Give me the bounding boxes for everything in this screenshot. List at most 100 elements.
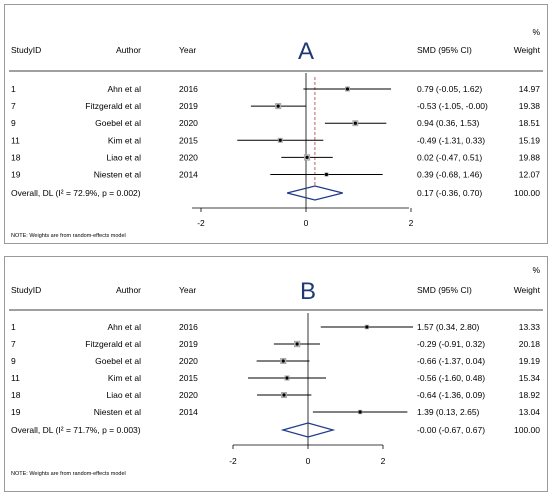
x-tick-label: -2 (197, 218, 205, 228)
overall-weight: 100.00 (514, 188, 540, 198)
forest-plot-a-svg: % StudyID Author Year SMD (95% CI) Weight A 1 Ah… (9, 27, 543, 239)
study-id: 7 (11, 101, 16, 111)
panel-letter: B (300, 278, 316, 305)
study-weight: 12.07 (519, 170, 541, 180)
study-ci-text: -0.49 (-1.31, 0.33) (417, 135, 485, 145)
panel-letter: A (298, 38, 314, 65)
study-ci-text: -0.64 (-1.36, 0.09) (417, 390, 485, 400)
x-tick-label: 2 (381, 456, 386, 466)
study-year: 2019 (179, 101, 198, 111)
smd-ci-header: SMD (95% CI) (417, 285, 472, 295)
study-ci-text: 1.57 (0.34, 2.80) (417, 322, 480, 332)
study-weight: 19.38 (519, 101, 541, 111)
forest-plot-b-svg: % StudyID Author Year SMD (95% CI) Weight B 1 Ah… (9, 265, 543, 477)
study-id-header: StudyID (11, 285, 41, 295)
overall-diamond (286, 185, 343, 201)
study-ci-text: 1.39 (0.13, 2.65) (417, 407, 480, 417)
point-estimate (276, 104, 280, 108)
study-weight: 13.33 (519, 322, 541, 332)
overall-label: Overall, DL (I² = 71.7%, p = 0.003) (11, 425, 141, 435)
smd-ci-header: SMD (95% CI) (417, 45, 472, 55)
study-year: 2020 (179, 390, 198, 400)
study-ci-text: -0.29 (-0.91, 0.32) (417, 339, 485, 349)
x-tick-label: -2 (229, 456, 237, 466)
point-estimate (365, 325, 369, 329)
study-ci-text: 0.39 (-0.68, 1.46) (417, 170, 482, 180)
study-author: Goebel et al (95, 118, 141, 128)
study-author: Kim et al (108, 135, 141, 145)
study-author: Goebel et al (95, 356, 141, 366)
study-id: 1 (11, 322, 16, 332)
forest-plot-b: % StudyID Author Year SMD (95% CI) Weight B 1 Ah… (4, 256, 548, 492)
point-estimate (305, 155, 309, 159)
study-id: 18 (11, 152, 21, 162)
study-author: Niesten et al (94, 407, 141, 417)
study-year: 2020 (179, 152, 198, 162)
overall-label: Overall, DL (I² = 72.9%, p = 0.002) (11, 188, 141, 198)
overall-ci-text: 0.17 (-0.36, 0.70) (417, 188, 482, 198)
study-author: Ahn et al (107, 84, 141, 94)
point-estimate (282, 393, 286, 397)
study-ci-text: -0.56 (-1.60, 0.48) (417, 373, 485, 383)
author-header: Author (116, 45, 141, 55)
study-id: 11 (11, 373, 20, 383)
point-estimate (353, 121, 357, 125)
study-weight: 19.88 (519, 152, 541, 162)
study-weight: 20.18 (519, 339, 541, 349)
point-estimate (358, 410, 362, 414)
study-author: Liao et al (107, 390, 142, 400)
study-ci-text: 0.79 (-0.05, 1.62) (417, 84, 482, 94)
study-year: 2016 (179, 84, 198, 94)
study-year: 2019 (179, 339, 198, 349)
year-header: Year (179, 285, 196, 295)
study-id: 19 (11, 170, 21, 180)
study-weight: 13.04 (519, 407, 541, 417)
weights-note: NOTE: Weights are from random-effects mo… (11, 471, 126, 477)
study-year: 2016 (179, 322, 198, 332)
study-year: 2015 (179, 373, 198, 383)
forest-plot-a: % StudyID Author Year SMD (95% CI) Weight A 1 Ah… (4, 4, 548, 244)
study-author: Niesten et al (94, 170, 141, 180)
study-id: 11 (11, 135, 20, 145)
weight-percent-header: % (532, 27, 540, 37)
study-author: Kim et al (108, 373, 141, 383)
point-estimate (324, 172, 329, 177)
study-id: 7 (11, 339, 16, 349)
weight-header: Weight (514, 45, 541, 55)
overall-weight: 100.00 (514, 425, 540, 435)
study-author: Fitzgerald et al (85, 101, 141, 111)
study-weight: 14.97 (519, 84, 541, 94)
weight-header: Weight (514, 285, 541, 295)
x-tick-label: 2 (409, 218, 414, 228)
study-author: Ahn et al (107, 322, 141, 332)
author-header: Author (116, 285, 141, 295)
x-tick-label: 0 (304, 218, 309, 228)
study-id: 9 (11, 356, 16, 366)
study-ci-text: 0.94 (0.36, 1.53) (417, 118, 480, 128)
study-year: 2020 (179, 118, 198, 128)
study-ci-text: -0.53 (-1.05, -0.00) (417, 101, 488, 111)
weights-note: NOTE: Weights are from random-effects mo… (11, 233, 126, 239)
x-tick-label: 0 (306, 456, 311, 466)
study-id: 1 (11, 84, 16, 94)
study-id: 19 (11, 407, 21, 417)
study-id: 18 (11, 390, 21, 400)
study-year: 2020 (179, 356, 198, 366)
year-header: Year (179, 45, 196, 55)
study-weight: 19.19 (519, 356, 541, 366)
point-estimate (345, 87, 350, 91)
study-year: 2014 (179, 170, 198, 180)
overall-diamond (280, 422, 336, 438)
study-author: Liao et al (107, 152, 142, 162)
study-weight: 15.19 (519, 135, 541, 145)
study-weight: 18.51 (519, 118, 541, 128)
study-weight: 15.34 (519, 373, 541, 383)
study-ci-text: -0.66 (-1.37, 0.04) (417, 356, 485, 366)
study-year: 2014 (179, 407, 198, 417)
weight-percent-header: % (532, 265, 540, 275)
study-id: 9 (11, 118, 16, 128)
point-estimate (281, 359, 285, 363)
study-id-header: StudyID (11, 45, 41, 55)
overall-ci-text: -0.00 (-0.67, 0.67) (417, 425, 485, 435)
study-ci-text: 0.02 (-0.47, 0.51) (417, 152, 482, 162)
